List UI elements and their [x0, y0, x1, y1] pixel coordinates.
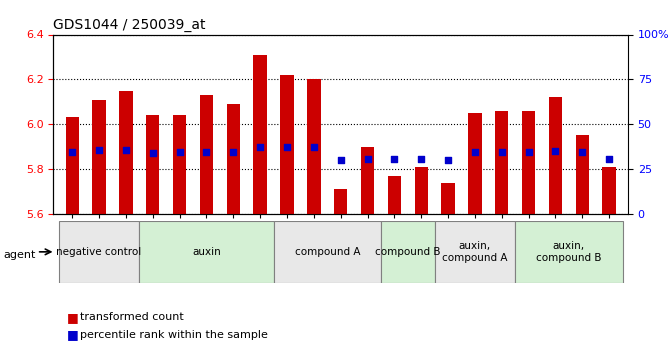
Bar [603, 167, 616, 214]
Bar [576, 136, 589, 214]
Text: auxin,
compound A: auxin, compound A [442, 241, 508, 263]
Bar [522, 111, 535, 214]
Bar [361, 147, 374, 214]
Bar [442, 183, 455, 214]
Bar [387, 176, 401, 214]
Text: ■: ■ [67, 311, 79, 324]
Text: auxin,
compound B: auxin, compound B [536, 241, 602, 263]
Bar [281, 75, 294, 214]
Point [148, 150, 158, 156]
Bar [119, 91, 133, 214]
Bar [548, 97, 562, 214]
Text: percentile rank within the sample: percentile rank within the sample [80, 330, 268, 339]
Text: agent: agent [3, 250, 35, 260]
Point [577, 149, 588, 155]
FancyBboxPatch shape [274, 221, 381, 283]
Text: compound A: compound A [295, 247, 360, 257]
Point [389, 156, 399, 162]
Text: auxin: auxin [192, 247, 221, 257]
Text: ■: ■ [67, 328, 79, 341]
Point [282, 144, 293, 149]
Bar [226, 104, 240, 214]
Bar [415, 167, 428, 214]
FancyBboxPatch shape [435, 221, 515, 283]
FancyBboxPatch shape [140, 221, 274, 283]
Bar [65, 117, 79, 214]
Bar [468, 113, 482, 214]
Point [94, 147, 104, 153]
Point [550, 148, 560, 154]
Point [255, 144, 265, 149]
Point [67, 149, 77, 155]
Point [228, 149, 238, 155]
Point [201, 149, 212, 155]
Bar [200, 95, 213, 214]
Bar [92, 100, 106, 214]
Point [309, 144, 319, 149]
Point [335, 157, 346, 163]
Point [604, 156, 615, 162]
Bar [173, 115, 186, 214]
FancyBboxPatch shape [515, 221, 623, 283]
Point [470, 149, 480, 155]
Bar [334, 189, 347, 214]
Text: GDS1044 / 250039_at: GDS1044 / 250039_at [53, 18, 206, 32]
Point [416, 156, 427, 162]
Text: negative control: negative control [57, 247, 142, 257]
Point [174, 149, 185, 155]
Point [523, 149, 534, 155]
Bar [146, 115, 160, 214]
Bar [253, 55, 267, 214]
FancyBboxPatch shape [381, 221, 435, 283]
Text: transformed count: transformed count [80, 313, 184, 322]
Point [496, 149, 507, 155]
Bar [307, 79, 321, 214]
Point [443, 157, 454, 163]
Point [362, 156, 373, 162]
FancyBboxPatch shape [59, 221, 140, 283]
Text: compound B: compound B [375, 247, 440, 257]
Point [121, 147, 132, 153]
Bar [495, 111, 508, 214]
